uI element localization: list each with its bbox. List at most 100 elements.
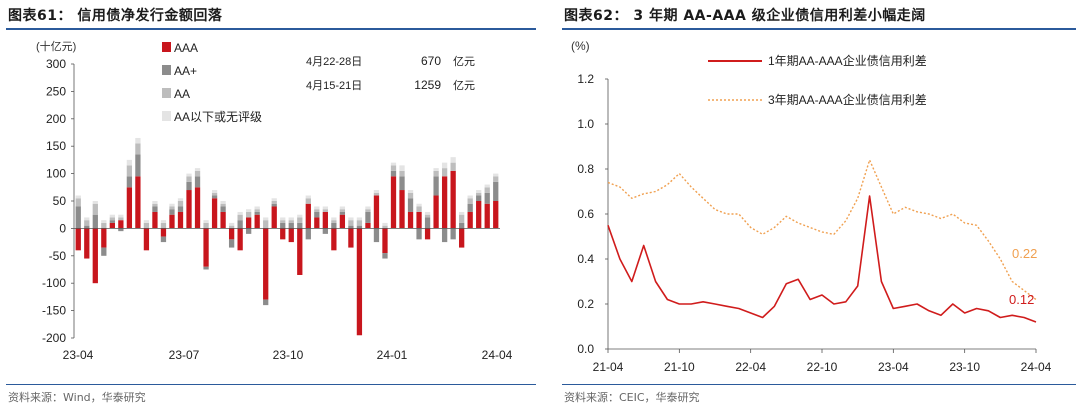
bar-segment (126, 159, 133, 166)
bar-segment (450, 170, 456, 229)
bar-segment (288, 220, 294, 223)
end-label-1y: 0.12 (1009, 292, 1034, 307)
line-legend-label: 1年期AA-AAA企业债信用利差 (768, 53, 927, 68)
bar-segment (399, 170, 405, 177)
right-top-rule (562, 28, 1076, 30)
bar-segment (459, 228, 465, 248)
bar-segment (322, 206, 328, 210)
bar-segment (382, 228, 388, 254)
bar-segment (135, 143, 141, 155)
bar-segment (92, 228, 98, 284)
bar-segment (331, 222, 337, 229)
bar-segment (356, 228, 363, 336)
bar-x-tick-label: 23-10 (273, 348, 304, 362)
series-line-3y-spread (607, 159, 1037, 301)
bar-segment (382, 253, 388, 259)
bar-segment (373, 228, 380, 243)
bar-segment (348, 217, 354, 221)
bar-segment (288, 222, 294, 229)
bar-segment (399, 176, 405, 191)
right-bottom-rule (562, 384, 1076, 385)
bar-segment (331, 220, 337, 223)
bar-segment (75, 198, 81, 207)
line-x-tick-label: 21-04 (593, 360, 624, 374)
bar-segment (339, 206, 346, 210)
bar-segment (92, 203, 98, 215)
bar-segment (493, 176, 499, 182)
bar-legend-swatch (162, 42, 171, 52)
series-line-1y-spread (607, 195, 1037, 323)
bar-segment (484, 187, 490, 193)
bar-segment (75, 195, 81, 199)
bar-segment (246, 211, 252, 218)
bar-segment (152, 203, 158, 207)
annotation-period: 4月22-28日 (306, 56, 362, 68)
bar-segment (459, 214, 465, 223)
bar-legend-swatch (162, 88, 171, 98)
bar-segment (348, 225, 354, 229)
bar-segment (84, 220, 90, 226)
bar-segment (365, 206, 371, 210)
bar-segment (177, 206, 184, 212)
bar-legend-label: AA以下或无评级 (174, 110, 262, 124)
left-top-rule (6, 28, 536, 30)
bar-segment (433, 168, 439, 171)
bar-segment (220, 203, 226, 207)
bar-segment (194, 170, 201, 177)
bar-segment (203, 220, 209, 223)
bar-segment (271, 198, 277, 201)
left-source-note: 资料来源：Wind，华泰研究 (8, 391, 146, 404)
bar-segment (160, 228, 167, 237)
bar-segment (476, 195, 482, 201)
bar-segment (84, 228, 90, 259)
bar-segment (186, 181, 192, 191)
bar-segment (271, 206, 277, 229)
bar-segment (118, 220, 124, 229)
bar-segment (339, 214, 346, 229)
bar-segment (331, 217, 337, 221)
bar-segment (263, 220, 269, 229)
bar-segment (186, 176, 192, 182)
bar-segment (280, 228, 286, 240)
bar-segment (314, 217, 320, 229)
bar-segment (169, 203, 175, 207)
bar-segment (177, 198, 184, 201)
bar-segment (228, 222, 235, 226)
bar-segment (390, 162, 397, 166)
bar-segment (211, 190, 218, 193)
bar-segment (143, 220, 150, 223)
bar-segment (297, 222, 303, 229)
bar-segment (169, 209, 175, 215)
bar-segment (152, 201, 158, 204)
bar-segment (433, 170, 439, 177)
bar-segment (416, 206, 422, 212)
annotation-value: 670 (421, 54, 441, 68)
bar-segment (109, 220, 115, 223)
bar-segment (450, 162, 456, 171)
bar-segment (109, 214, 115, 218)
bar-segment (399, 165, 405, 171)
bar-segment (109, 222, 115, 229)
bar-segment (280, 220, 286, 223)
bar-segment (288, 217, 294, 221)
bar-segment (416, 228, 422, 240)
bar-segment (263, 217, 269, 221)
annotation-period: 4月15-21日 (306, 80, 362, 92)
bar-segment (143, 222, 150, 229)
left-bottom-rule (6, 384, 536, 385)
bar-segment (365, 209, 371, 212)
bar-y-tick-label: -50 (49, 249, 67, 263)
bar-segment (228, 239, 235, 248)
bar-segment (237, 220, 243, 229)
bar-segment (484, 184, 490, 188)
bar-segment (373, 190, 380, 193)
bar-segment (314, 211, 320, 218)
bar-segment (84, 225, 90, 229)
bar-segment (152, 206, 158, 212)
bar-segment (356, 220, 363, 226)
bar-segment (441, 228, 448, 243)
line-x-tick-label: 23-04 (878, 360, 909, 374)
bar-segment (101, 228, 107, 248)
bar-segment (203, 228, 209, 267)
left-figure-title: 图表61： 信用债净发行金额回落 (8, 8, 223, 24)
